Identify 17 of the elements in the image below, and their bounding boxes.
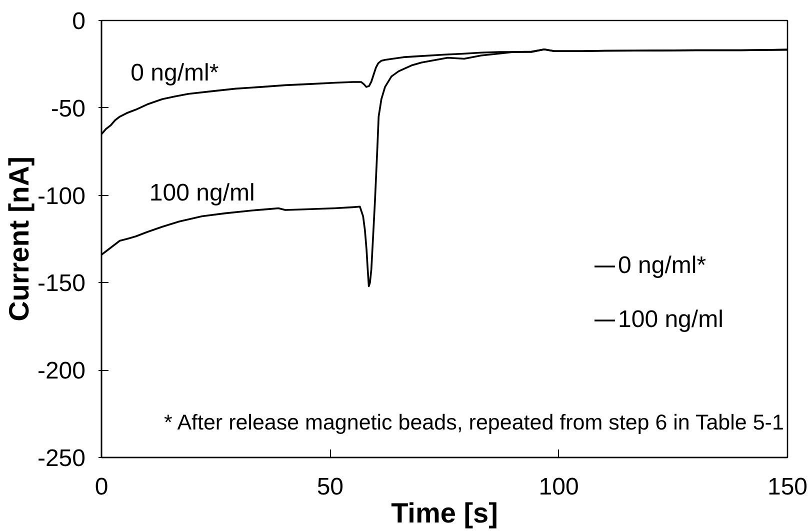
y-tick-label: -100	[37, 182, 86, 210]
y-axis-title: Current [nA]	[3, 156, 34, 322]
legend-label: 100 ng/ml	[618, 306, 724, 334]
annotation: 100 ng/ml	[149, 179, 255, 206]
legend-label: 0 ng/ml*	[618, 252, 706, 280]
y-tick-label: -150	[37, 270, 86, 298]
y-tick-label: -250	[37, 445, 86, 472]
x-tick-label: 0	[94, 474, 108, 500]
y-tick-label: 0	[72, 8, 86, 35]
x-tick-label: 150	[767, 474, 808, 500]
annotation: * After release magnetic beads, repeated from step 6 in Table 5-1	[164, 410, 784, 434]
x-tick-label: 50	[316, 474, 344, 500]
y-tick-label: -200	[37, 358, 86, 385]
x-axis-title: Time [s]	[391, 498, 498, 528]
y-tick-label: -50	[50, 95, 86, 122]
x-tick-label: 100	[538, 474, 579, 500]
annotation: 0 ng/ml*	[130, 60, 219, 87]
